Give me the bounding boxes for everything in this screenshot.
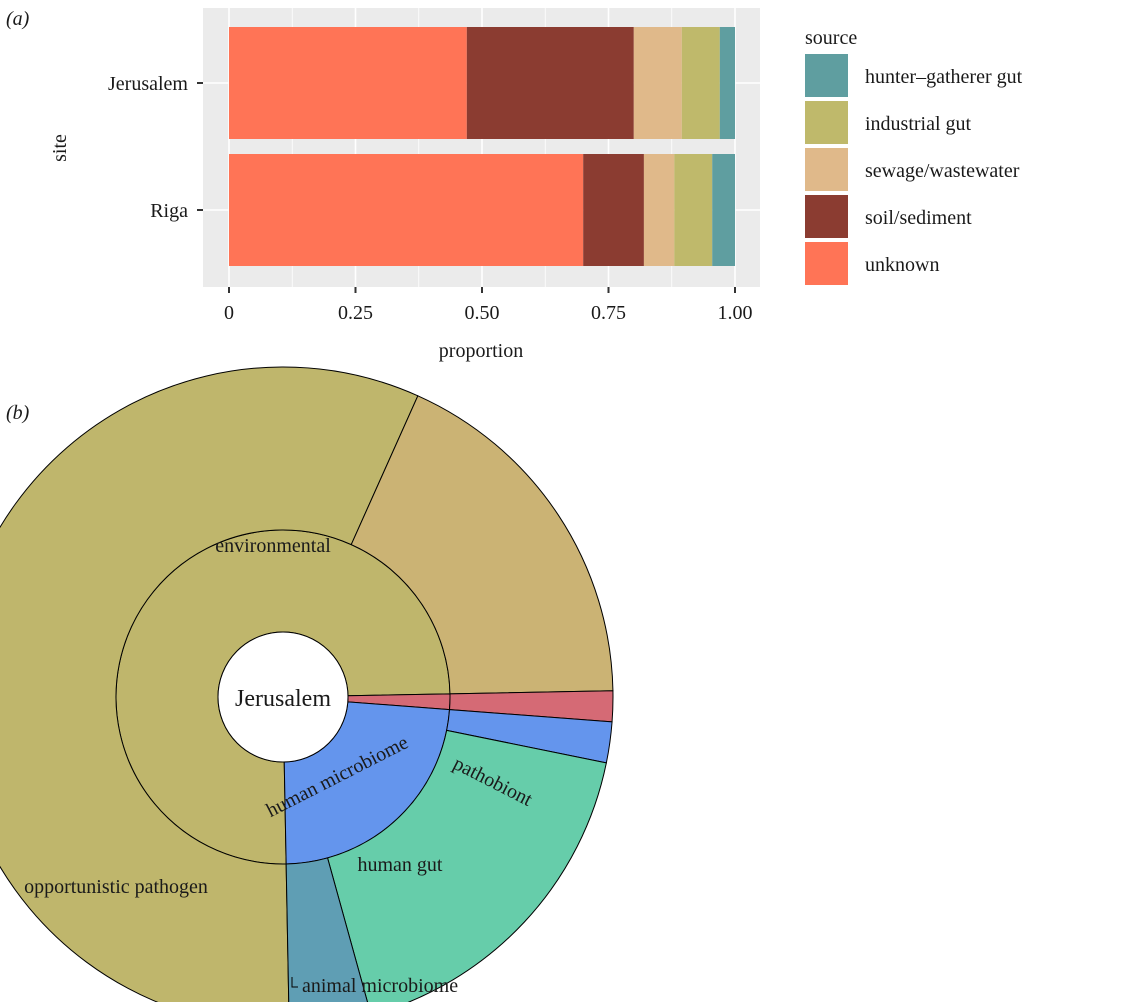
y-tick-label: Jerusalem — [108, 73, 188, 95]
x-tick-label: 0.75 — [591, 302, 626, 324]
y-axis: Jerusalem Riga — [108, 73, 203, 222]
x-axis: 0 0.25 0.50 0.75 1.00 — [224, 287, 753, 324]
legend-title: source — [805, 27, 857, 49]
legend-label: hunter–gatherer gut — [865, 66, 1023, 88]
sunburst-riga: Jerusalem environmental opportunistic path… — [0, 366, 614, 1002]
bar-jerusalem-sewage-wastewater — [633, 27, 682, 139]
stacked-bar-chart: Jerusalem Riga 0 0.25 0.50 0.75 1.00 proporti… — [49, 8, 1023, 362]
label-human-gut: human gut — [358, 854, 443, 876]
panel-b-label: (b) — [6, 402, 30, 424]
bar-riga-industrial-gut — [674, 154, 713, 266]
center-label: Jerusalem — [235, 686, 331, 712]
label-environmental: environmental — [215, 535, 331, 557]
y-axis-title: site — [49, 134, 71, 162]
outer-segment-opportunistic-pathogen — [350, 395, 614, 695]
x-tick-label: 0.25 — [338, 302, 373, 324]
x-axis-title: proportion — [439, 340, 523, 362]
legend: source hunter–gatherer gut industrial gut… — [805, 27, 1023, 285]
legend-swatch — [805, 195, 848, 238]
outer-segment-environmental — [0, 366, 419, 1002]
outer-segment-pathobiont — [285, 857, 368, 1002]
panel-a-label: (a) — [6, 8, 30, 30]
y-tick-label: Riga — [150, 200, 188, 222]
legend-swatch — [805, 242, 848, 285]
legend-swatch — [805, 101, 848, 144]
bar-riga-soil-sediment — [583, 154, 644, 266]
bar-jerusalem-soil-sediment — [466, 27, 634, 139]
bar-riga-hunter-gatherer-gut — [712, 154, 735, 266]
legend-label: sewage/wastewater — [865, 160, 1020, 182]
legend-swatch — [805, 148, 848, 191]
label-opportunistic-pathogen: opportunistic pathogen — [24, 876, 208, 898]
x-tick-label: 0 — [224, 302, 234, 324]
legend-label: soil/sediment — [865, 207, 972, 229]
center-hole — [217, 631, 349, 763]
bar-riga-sewage-wastewater — [643, 154, 675, 266]
callout-line — [291, 977, 298, 988]
legend-label: industrial gut — [865, 113, 972, 135]
legend-swatch — [805, 54, 848, 97]
bar-jerusalem-hunter-gatherer-gut — [719, 27, 735, 139]
legend-label: unknown — [865, 254, 939, 276]
label-animal-microbiome: animal microbiome — [302, 975, 458, 997]
x-tick-label: 1.00 — [718, 302, 753, 324]
bars — [229, 27, 735, 266]
bar-jerusalem-industrial-gut — [681, 27, 720, 139]
bar-riga-unknown — [229, 154, 584, 266]
x-tick-label: 0.50 — [465, 302, 500, 324]
outer-segment-human-gut — [326, 729, 607, 1002]
bar-jerusalem-unknown — [229, 27, 467, 139]
